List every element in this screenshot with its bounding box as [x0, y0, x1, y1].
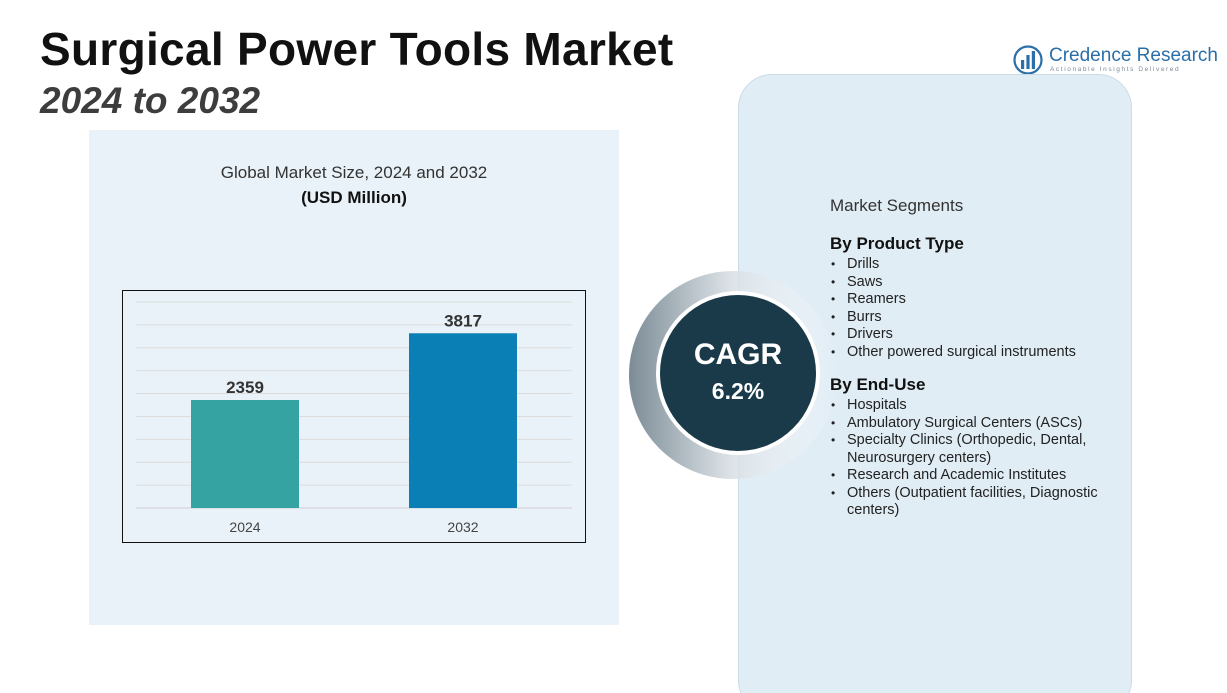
list-item: Hospitals	[830, 397, 1130, 415]
brand-logo[interactable]: Credence Research Actionable Insights De…	[1013, 45, 1218, 77]
chart-unit: (USD Million)	[301, 188, 407, 207]
cagr-label: CAGR	[693, 338, 783, 371]
chart-title: Global Market Size, 2024 and 2032	[220, 163, 488, 182]
list-item: Ambulatory Surgical Centers (ASCs)	[830, 415, 1130, 433]
cagr-badge: CAGR 6.2%	[628, 270, 838, 480]
list-item: Research and Academic Institutes	[830, 467, 1130, 485]
segment-group-title: By Product Type	[830, 234, 964, 253]
cagr-circle	[660, 295, 816, 451]
list-item: Other powered surgical instruments	[830, 344, 1130, 362]
bars: 2359 2024 3817 2032	[191, 311, 517, 535]
list-item: Saws	[830, 274, 1130, 292]
list-item: Others (Outpatient facilities, Diagnosti…	[830, 485, 1130, 520]
data-label-2024: 2359	[226, 378, 264, 397]
list-item: Burrs	[830, 309, 1130, 327]
segment-group-end-use: By End-Use Hospitals Ambulatory Surgical…	[830, 375, 1130, 520]
bar-2032	[409, 333, 517, 508]
chart-panel: Global Market Size, 2024 and 2032 (USD M…	[89, 130, 619, 625]
cagr-value: 6.2%	[711, 378, 765, 404]
data-label-2032: 3817	[444, 311, 482, 330]
cagr-ring	[629, 271, 837, 479]
brand-name: Credence Research	[1049, 45, 1218, 66]
list-item: Drivers	[830, 326, 1130, 344]
bar-2024	[191, 400, 299, 508]
segments-list: Market Segments By Product Type Drills S…	[830, 196, 1130, 534]
bar-chart: 2359 2024 3817 2032	[122, 290, 586, 543]
page-title: Surgical Power Tools Market	[40, 23, 674, 75]
segment-group-product-type: By Product Type Drills Saws Reamers Burr…	[830, 234, 1130, 361]
segment-group-title: By End-Use	[830, 375, 926, 394]
x-tick-label-2032: 2032	[447, 519, 478, 535]
list-item: Specialty Clinics (Orthopedic, Dental, N…	[830, 432, 1130, 467]
list-item: Drills	[830, 256, 1130, 274]
list-item: Reamers	[830, 291, 1130, 309]
page-subtitle: 2024 to 2032	[40, 80, 261, 121]
chart-frame	[122, 290, 586, 543]
segments-heading: Market Segments	[830, 196, 964, 215]
x-tick-label-2024: 2024	[229, 519, 260, 535]
brand-tagline: Actionable Insights Delivered	[1050, 66, 1181, 73]
bar-chart-logo-icon	[1013, 45, 1043, 75]
